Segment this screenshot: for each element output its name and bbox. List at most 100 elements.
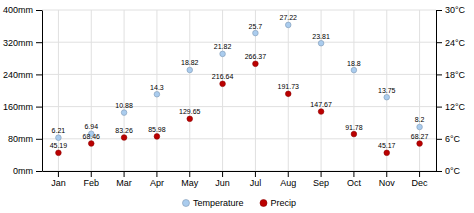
point [187, 67, 193, 73]
tick-label: 18°C [445, 70, 466, 80]
tick: Oct [347, 171, 362, 188]
tick-mark [36, 74, 42, 75]
tick-mark [321, 171, 322, 177]
tick: 160mm [3, 102, 42, 112]
tick-mark [189, 171, 190, 177]
grid-line [42, 106, 436, 107]
point [384, 94, 390, 100]
axis-line [42, 11, 43, 172]
data-label: 45.19 [50, 142, 68, 149]
point [285, 22, 291, 28]
tick-mark [156, 171, 157, 177]
tick: Feb [83, 171, 99, 188]
tick-mark [436, 74, 442, 75]
legend-marker [260, 200, 267, 207]
tick-mark [436, 139, 442, 140]
data-label: 18.82 [181, 59, 199, 66]
legend: TemperaturePrecip [182, 198, 296, 208]
marks [56, 22, 423, 155]
point [220, 51, 226, 57]
point [417, 124, 423, 130]
tick-label: Jun [215, 178, 230, 188]
legend-marker [182, 200, 189, 207]
tick-label: 240mm [3, 70, 33, 80]
tick-mark [36, 107, 42, 108]
point [253, 61, 259, 67]
tick-label: 0°C [445, 166, 461, 176]
tick-label: May [181, 178, 199, 188]
data-label: 68.46 [82, 133, 100, 140]
tick: 12°C [436, 102, 466, 112]
grid-line [42, 42, 436, 43]
x-axis: JanFebMarAprMayJunJulAugSepOctNovDec [43, 171, 437, 188]
data-label: 216.64 [212, 73, 234, 80]
tick-mark [58, 171, 59, 177]
tick-label: Apr [150, 178, 164, 188]
point [351, 131, 357, 137]
point [154, 134, 160, 140]
tick: Mar [116, 171, 132, 188]
tick-label: Feb [83, 178, 99, 188]
tick: Jan [51, 171, 66, 188]
tick: 30°C [436, 5, 466, 15]
data-label: 83.26 [115, 127, 133, 134]
chart: JanFebMarAprMayJunJulAugSepOctNovDec0mm8… [0, 0, 474, 213]
tick-label: Nov [379, 178, 396, 188]
point [384, 150, 390, 156]
tick: 400mm [3, 5, 42, 15]
tick: 6°C [436, 134, 461, 144]
tick: Dec [412, 171, 429, 188]
data-label: 8.2 [415, 116, 425, 123]
point [417, 141, 423, 147]
tick-mark [36, 171, 42, 172]
tick-label: 6°C [445, 134, 461, 144]
tick: 24°C [436, 38, 466, 48]
legend-item: Precip [260, 198, 296, 208]
tick-mark [36, 10, 42, 11]
point [56, 150, 62, 156]
data-label: 6.21 [52, 127, 66, 134]
grid-line [42, 171, 436, 172]
legend-label: Precip [271, 198, 297, 208]
grid-line [353, 10, 354, 171]
data-label: 68.27 [411, 133, 429, 140]
tick-label: Jan [51, 178, 66, 188]
point [285, 91, 291, 97]
data-label: 266.37 [245, 53, 267, 60]
point [121, 135, 127, 141]
grid-line [42, 74, 436, 75]
tick-label: 0mm [13, 166, 33, 176]
tick-mark [353, 171, 354, 177]
tick-label: 24°C [445, 38, 466, 48]
data-label: 27.22 [279, 14, 297, 21]
tick: 320mm [3, 38, 42, 48]
tick: 18°C [436, 70, 466, 80]
tick-mark [436, 42, 442, 43]
tick-mark [436, 107, 442, 108]
data-label: 85.98 [148, 126, 166, 133]
tick: Nov [379, 171, 396, 188]
axis-line [43, 171, 437, 172]
grid [42, 10, 436, 171]
point [253, 30, 259, 36]
tick: 240mm [3, 70, 42, 80]
data-label: 18.8 [347, 60, 361, 67]
grid-line [419, 10, 420, 171]
grid-line [91, 10, 92, 171]
data-label: 13.75 [378, 87, 396, 94]
plot: JanFebMarAprMayJunJulAugSepOctNovDec0mm8… [3, 5, 466, 188]
tick-mark [419, 171, 420, 177]
data-label: 91.78 [345, 124, 363, 131]
tick-label: 320mm [3, 38, 33, 48]
point [318, 109, 324, 115]
tick-mark [386, 171, 387, 177]
tick-mark [124, 171, 125, 177]
tick: Apr [150, 171, 164, 188]
tick: 80mm [8, 134, 42, 144]
data-label: 129.65 [179, 108, 201, 115]
tick-mark [436, 10, 442, 11]
tick: Jul [250, 171, 262, 188]
tick: Jun [215, 171, 230, 188]
grid-line [124, 10, 125, 171]
point [220, 81, 226, 87]
